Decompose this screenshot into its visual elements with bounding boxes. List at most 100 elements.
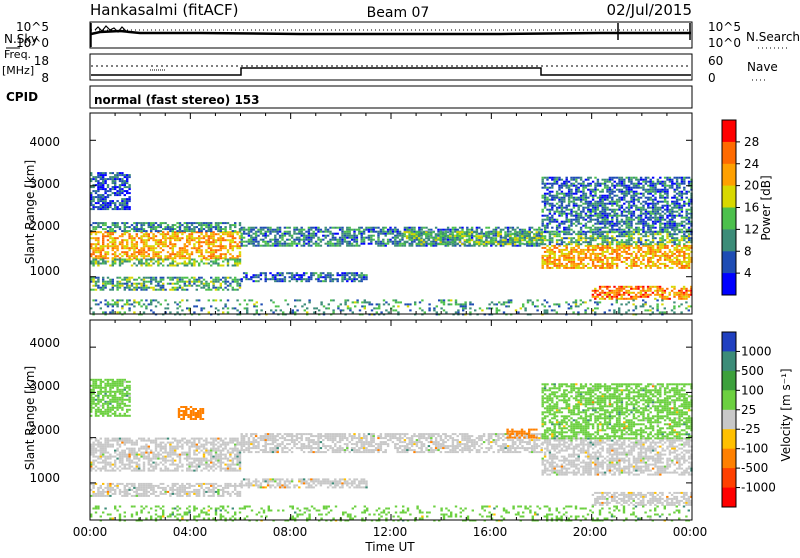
power-cell [568, 199, 570, 201]
power-cell [220, 253, 222, 255]
power-cell [150, 226, 152, 228]
power-cell [676, 179, 678, 181]
power-cell [140, 279, 142, 281]
power-cell [664, 199, 666, 201]
power-cell [303, 243, 305, 245]
power-cell [143, 224, 145, 226]
power-cell [303, 272, 305, 274]
power-cell [143, 277, 145, 279]
power-cell [215, 261, 217, 263]
power-cell [549, 219, 551, 221]
nsearch-tick-high: 10^5 [708, 20, 741, 34]
power-cell [602, 179, 604, 181]
power-cell [671, 235, 673, 237]
power-cell [215, 263, 217, 265]
power-cell [399, 231, 401, 233]
power-cell [289, 245, 291, 247]
power-cell [669, 187, 671, 189]
power-cell [255, 227, 257, 229]
power-cell [138, 249, 140, 251]
power-cell [604, 237, 606, 239]
power-cell [356, 272, 358, 274]
power-cell [611, 290, 613, 292]
power-cell [558, 259, 560, 261]
power-cell [349, 278, 351, 280]
power-cell [196, 249, 198, 251]
power-cell [654, 298, 656, 300]
power-cell [361, 239, 363, 241]
power-cell [681, 193, 683, 195]
power-cell [633, 187, 635, 189]
power-cell [659, 225, 661, 227]
power-cell [681, 267, 683, 269]
power-cell [650, 193, 652, 195]
power-cell [611, 292, 613, 294]
power-cell [220, 265, 222, 267]
power-cell [654, 290, 656, 292]
power-cell [681, 292, 683, 294]
power-cell [573, 223, 575, 225]
power-cell [176, 287, 178, 289]
power-cell [272, 276, 274, 278]
power-cell [654, 221, 656, 223]
power-cell [97, 231, 99, 233]
power-cell [104, 231, 106, 233]
power-cell [102, 283, 104, 285]
power-cell [561, 241, 563, 243]
power-cell [95, 237, 97, 239]
power-cell [590, 215, 592, 217]
power-cell [606, 261, 608, 263]
power-cell [217, 281, 219, 283]
power-cell [514, 239, 516, 241]
power-cell [124, 186, 126, 188]
power-cell [353, 241, 355, 243]
power-cell [654, 197, 656, 199]
power-cell [654, 223, 656, 225]
power-cell [666, 195, 668, 197]
nsky-trace [91, 31, 691, 34]
power-cell [529, 229, 531, 231]
power-cell [497, 233, 499, 235]
power-cell [164, 222, 166, 224]
power-cell [373, 231, 375, 233]
power-cell [573, 199, 575, 201]
power-cell [618, 221, 620, 223]
power-cell [222, 228, 224, 230]
power-cell [604, 294, 606, 296]
power-cell [406, 231, 408, 233]
power-cell [669, 219, 671, 221]
power-cell [104, 261, 106, 263]
power-cell [681, 223, 683, 225]
power-cell [594, 223, 596, 225]
power-cell [239, 283, 241, 285]
power-cell [217, 239, 219, 241]
power-cell [296, 243, 298, 245]
power-cell [181, 247, 183, 249]
power-cell [613, 296, 615, 298]
power-cell [109, 178, 111, 180]
power-cell [365, 276, 367, 278]
power-cell [546, 267, 548, 269]
power-cell [126, 208, 128, 210]
date-title: 02/Jul/2015 [607, 1, 692, 19]
power-cell [136, 251, 138, 253]
power-cell [124, 289, 126, 291]
power-cell [124, 200, 126, 202]
power-cell [551, 209, 553, 211]
power-cell [203, 287, 205, 289]
power-cell [160, 281, 162, 283]
power-cell [148, 235, 150, 237]
power-cell [645, 265, 647, 267]
power-cell [291, 235, 293, 237]
power-cell [657, 243, 659, 245]
power-cell [253, 237, 255, 239]
power-cell [380, 231, 382, 233]
cpid-text: normal (fast stereo) 153 [94, 93, 260, 107]
power-cell [257, 280, 259, 282]
power-cell [341, 272, 343, 274]
power-cell [671, 207, 673, 209]
power-cell [594, 201, 596, 203]
power-cell [654, 231, 656, 233]
power-cell [601, 296, 603, 298]
power-cell [669, 185, 671, 187]
